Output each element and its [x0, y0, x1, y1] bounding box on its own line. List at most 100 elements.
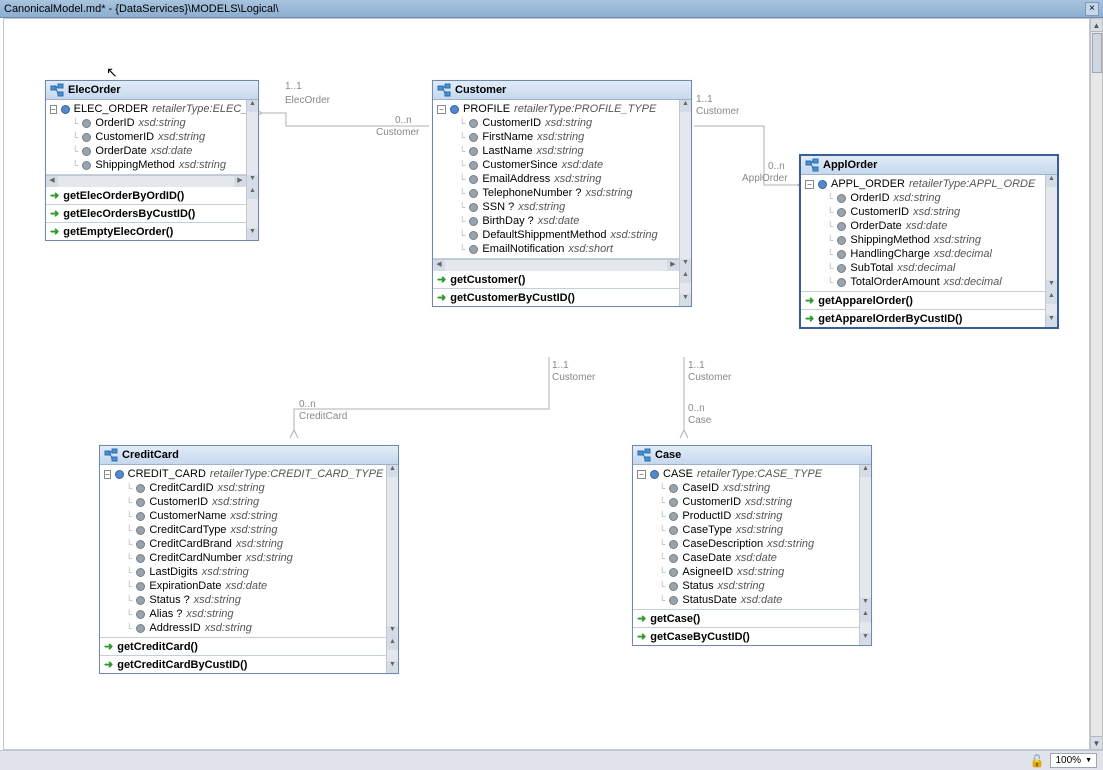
attribute-name: CustomerID	[149, 496, 208, 508]
rel-label: 1..1	[552, 360, 569, 371]
close-icon[interactable]: ×	[1085, 2, 1099, 16]
entity-customer[interactable]: Customer−PROFILEretailerType:PROFILE_TYP…	[432, 80, 692, 307]
attribute-icon	[136, 498, 145, 507]
rel-label: 0..n	[299, 399, 316, 410]
zoom-value: 100%	[1055, 755, 1081, 766]
method-row[interactable]: ➜getApparelOrder()	[801, 292, 1045, 309]
rel-label: 1..1	[696, 94, 713, 105]
attribute-icon	[136, 624, 145, 633]
zoom-control[interactable]: 100% ▼	[1050, 753, 1097, 768]
attribute-icon	[469, 119, 478, 128]
type-qualifier: retailerType:ELEC_	[152, 103, 246, 115]
attribute-name: ShippingMethod	[850, 234, 930, 246]
method-row[interactable]: ➜getCase()	[633, 610, 859, 627]
collapse-icon[interactable]: −	[437, 105, 446, 114]
attribute-type: xsd:string	[186, 608, 233, 620]
canvas-scrollbar[interactable]: ▲ ▼	[1090, 18, 1103, 750]
attribute-row: └CreditCardBrandxsd:string	[104, 537, 382, 551]
entity-vscrollbar[interactable]: ▲▼	[679, 100, 691, 271]
scroll-down-icon[interactable]: ▼	[1091, 736, 1102, 749]
rel-label: Customer	[552, 372, 595, 383]
attribute-icon	[669, 596, 678, 605]
entity-elecOrder[interactable]: ElecOrder−ELEC_ORDERretailerType:ELEC_└O…	[45, 80, 259, 241]
methods-vscrollbar[interactable]: ▲▼	[859, 610, 871, 645]
method-row[interactable]: ➜getElecOrdersByCustID()	[46, 204, 246, 222]
attribute-icon	[837, 222, 846, 231]
attribute-name: DefaultShippmentMethod	[482, 229, 606, 241]
entity-hscrollbar[interactable]: ◀▶	[46, 175, 246, 187]
method-name: getCreditCardByCustID()	[117, 659, 247, 671]
collapse-icon[interactable]: −	[50, 105, 57, 114]
method-row[interactable]: ➜getCustomer()	[433, 271, 679, 288]
entity-vscrollbar[interactable]: ▲▼	[1045, 175, 1057, 292]
method-row[interactable]: ➜getApparelOrderByCustID()	[801, 309, 1045, 327]
entity-header[interactable]: Customer	[433, 81, 691, 100]
entity-body: −APPL_ORDERretailerType:APPL_ORDE└OrderI…	[801, 175, 1045, 292]
scroll-up-icon[interactable]: ▲	[1091, 19, 1102, 32]
method-row[interactable]: ➜getCreditCard()	[100, 638, 386, 655]
method-icon: ➜	[805, 312, 814, 325]
attribute-name: ShippingMethod	[95, 159, 175, 171]
attribute-row: └LastNamexsd:string	[437, 144, 675, 158]
attribute-icon	[469, 189, 478, 198]
attribute-type: xsd:string	[218, 482, 265, 494]
attribute-type: xsd:date	[906, 220, 948, 232]
attribute-row: └CaseIDxsd:string	[637, 481, 855, 495]
attribute-icon	[136, 568, 145, 577]
collapse-icon[interactable]: −	[104, 470, 111, 479]
method-name: getEmptyElecOrder()	[63, 226, 173, 238]
attribute-icon	[469, 203, 478, 212]
methods-vscrollbar[interactable]: ▲▼	[679, 271, 691, 306]
attribute-type: xsd:string	[934, 234, 981, 246]
type-name: CASE	[663, 468, 693, 480]
entity-header[interactable]: ApplOrder	[801, 156, 1057, 175]
attribute-name: HandlingCharge	[850, 248, 930, 260]
attribute-icon	[82, 133, 91, 142]
attribute-name: SubTotal	[850, 262, 893, 274]
attribute-icon	[669, 540, 678, 549]
attribute-type: xsd:string	[554, 173, 601, 185]
method-row[interactable]: ➜getElecOrderByOrdID()	[46, 187, 246, 204]
method-icon: ➜	[104, 640, 113, 653]
attribute-name: SSN ?	[482, 201, 514, 213]
entity-vscrollbar[interactable]: ▲▼	[386, 465, 398, 638]
methods-vscrollbar[interactable]: ▲▼	[386, 638, 398, 673]
entity-applOrder[interactable]: ApplOrder−APPL_ORDERretailerType:APPL_OR…	[799, 154, 1059, 329]
entity-header[interactable]: Case	[633, 446, 871, 465]
methods-vscrollbar[interactable]: ▲▼	[1045, 292, 1057, 327]
method-icon: ➜	[50, 225, 59, 238]
entity-vscrollbar[interactable]: ▲▼	[859, 465, 871, 610]
entity-title: Customer	[455, 84, 506, 96]
method-row[interactable]: ➜ getEmptyElecOrder()	[46, 222, 246, 240]
rel-label: 0..n	[395, 115, 412, 126]
entity-icon	[637, 448, 651, 462]
entity-header[interactable]: CreditCard	[100, 446, 398, 465]
entity-vscrollbar[interactable]: ▲▼	[246, 100, 258, 187]
entity-creditCard[interactable]: CreditCard−CREDIT_CARDretailerType:CREDI…	[99, 445, 399, 674]
attribute-type: xsd:string	[205, 622, 252, 634]
attribute-row: └EmailAddressxsd:string	[437, 172, 675, 186]
attribute-type: xsd:string	[537, 145, 584, 157]
diagram-canvas[interactable]: ↖ 1..1 ElecOrder 0..n Customer 1..1 Cust…	[3, 18, 1090, 750]
collapse-icon[interactable]: −	[805, 180, 814, 189]
attribute-icon	[837, 264, 846, 273]
entity-case[interactable]: Case−CASEretailerType:CASE_TYPE└CaseIDxs…	[632, 445, 872, 646]
method-icon: ➜	[50, 189, 59, 202]
method-row[interactable]: ➜getCreditCardByCustID()	[100, 655, 386, 673]
method-row[interactable]: ➜getCustomerByCustID()	[433, 288, 679, 306]
scroll-thumb[interactable]	[1092, 33, 1102, 73]
attribute-type: xsd:string	[194, 594, 241, 606]
window-title: CanonicalModel.md* - {DataServices}\MODE…	[4, 3, 1085, 15]
attribute-name: OrderDate	[850, 220, 901, 232]
type-row: −APPL_ORDERretailerType:APPL_ORDE	[805, 177, 1041, 191]
entity-header[interactable]: ElecOrder	[46, 81, 258, 100]
attribute-row: └CustomerIDxsd:string	[104, 495, 382, 509]
attribute-icon	[469, 231, 478, 240]
collapse-icon[interactable]: −	[637, 470, 646, 479]
chevron-down-icon[interactable]: ▼	[1085, 757, 1092, 764]
methods-vscrollbar[interactable]: ▲▼	[246, 187, 258, 240]
attribute-row: └CaseDatexsd:date	[637, 551, 855, 565]
entity-hscrollbar[interactable]: ◀▶	[433, 259, 679, 271]
method-row[interactable]: ➜getCaseByCustID()	[633, 627, 859, 645]
attribute-type: xsd:string	[723, 482, 770, 494]
